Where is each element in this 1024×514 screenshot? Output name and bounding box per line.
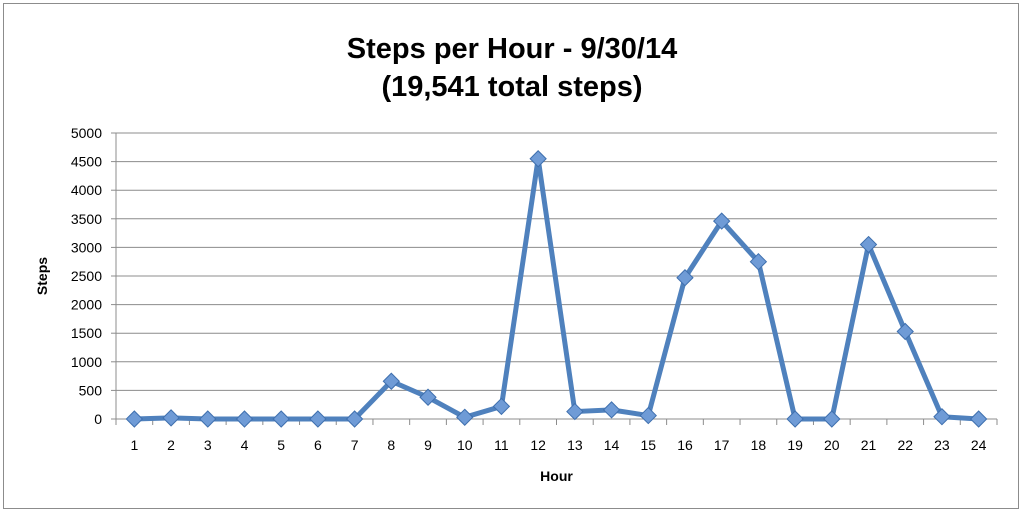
data-point-marker <box>235 410 254 428</box>
x-tick-label: 16 <box>677 437 693 453</box>
data-point-marker <box>969 410 988 428</box>
x-tick-label: 9 <box>424 437 432 453</box>
x-tick-label: 13 <box>567 437 583 453</box>
series-line <box>131 156 982 422</box>
data-point-marker <box>529 150 547 168</box>
chart-title-line-2: (19,541 total steps) <box>381 71 643 103</box>
data-point-marker <box>933 408 951 426</box>
x-tick-label: 2 <box>167 437 175 453</box>
x-tick-label: 7 <box>351 437 359 453</box>
x-tick-label: 6 <box>314 437 322 453</box>
series-layer <box>125 150 988 428</box>
x-tick-label: 21 <box>861 437 877 453</box>
y-tick-label: 2500 <box>71 268 102 284</box>
y-tick-label: 3000 <box>71 239 102 255</box>
data-point-marker <box>639 406 657 425</box>
data-point-marker <box>345 410 364 428</box>
x-tick-label: 24 <box>971 437 987 453</box>
data-point-marker <box>896 322 914 341</box>
x-tick-label: 19 <box>787 437 803 453</box>
x-tick-label: 5 <box>277 437 285 453</box>
y-tick-label: 1000 <box>71 354 102 370</box>
data-point-marker <box>859 235 878 254</box>
x-tick-label: 11 <box>494 437 509 453</box>
y-tick-label: 3500 <box>71 211 102 227</box>
data-point-marker <box>382 372 401 390</box>
data-point-marker <box>786 410 804 428</box>
data-point-marker <box>676 269 694 287</box>
data-point-marker <box>823 410 841 428</box>
x-tick-label: 14 <box>604 437 620 453</box>
data-point-marker <box>456 408 474 426</box>
x-tick-label: 8 <box>387 437 395 453</box>
y-tick-label: 4500 <box>71 154 102 170</box>
data-point-marker <box>492 397 511 416</box>
data-point-marker <box>162 409 180 427</box>
x-tick-label: 23 <box>934 437 950 453</box>
tick-label-layer: 0 500 1000 1500 2000 2500 3000 3500 4000 4500 5000… <box>71 125 987 453</box>
chart-title: Steps per Hour - 9/30/14 (19,541 total s… <box>0 30 1024 106</box>
data-point-marker <box>272 410 290 428</box>
x-tick-label: 12 <box>530 437 546 453</box>
data-point-marker <box>712 212 731 230</box>
y-tick-label: 1500 <box>71 325 102 341</box>
y-tick-label: 4000 <box>71 182 102 198</box>
chart-title-line-1: Steps per Hour - 9/30/14 <box>346 33 678 65</box>
data-point-marker <box>602 401 621 419</box>
x-tick-label: 10 <box>457 437 473 453</box>
data-point-marker <box>199 410 217 428</box>
x-tick-label: 1 <box>130 437 138 453</box>
y-axis-title: Steps <box>34 257 50 295</box>
x-tick-label: 22 <box>897 437 913 453</box>
y-tick-label: 0 <box>94 411 102 427</box>
x-tick-label: 20 <box>824 437 840 453</box>
data-point-marker <box>749 252 768 271</box>
x-tick-label: 4 <box>241 437 249 453</box>
data-point-marker <box>309 410 327 428</box>
x-axis-title: Hour <box>540 468 573 484</box>
grid-layer <box>116 132 997 391</box>
x-tick-label: 15 <box>640 437 656 453</box>
x-tick-label: 3 <box>204 437 212 453</box>
data-point-marker <box>419 388 437 406</box>
data-point-marker <box>125 410 144 428</box>
y-tick-label: 5000 <box>71 125 102 141</box>
x-tick-label: 18 <box>751 437 767 453</box>
x-tick-label: 17 <box>714 437 730 453</box>
y-tick-label: 2000 <box>71 297 102 313</box>
y-tick-label: 500 <box>79 382 103 398</box>
data-point-marker <box>566 402 584 421</box>
